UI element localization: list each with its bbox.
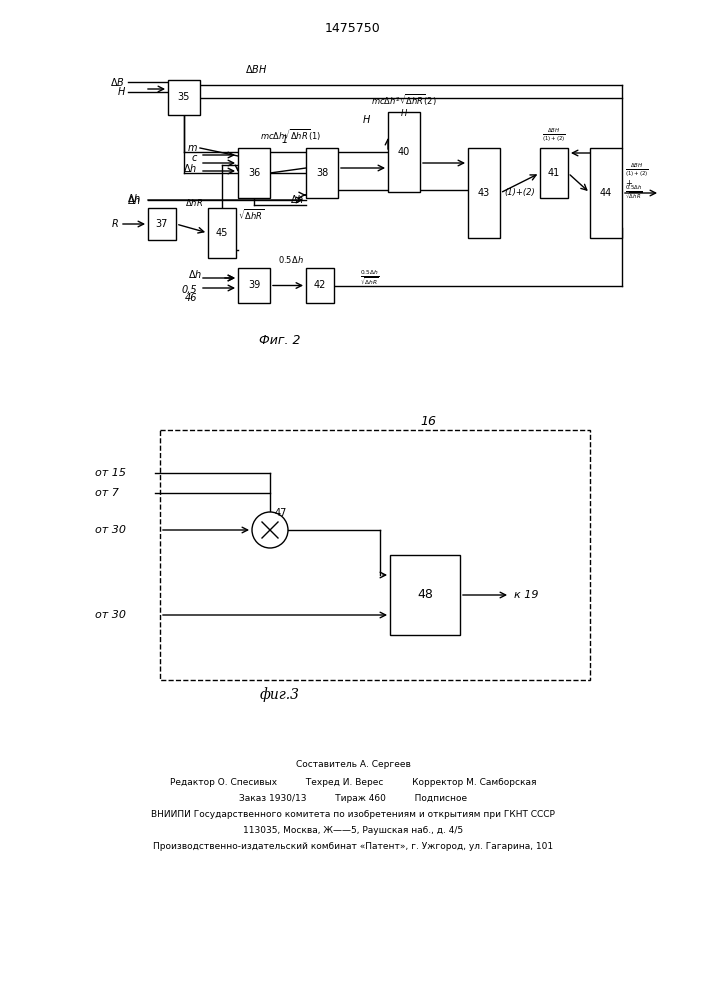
Text: 45: 45 <box>216 228 228 238</box>
Text: H: H <box>363 115 370 125</box>
Bar <box>160 430 590 680</box>
Text: фиг.3: фиг.3 <box>260 688 300 702</box>
Bar <box>388 112 420 192</box>
Text: (1)+(2): (1)+(2) <box>504 188 534 198</box>
Text: 1: 1 <box>282 135 288 145</box>
Text: $\Delta hR$: $\Delta hR$ <box>185 197 203 208</box>
Text: от 30: от 30 <box>95 610 126 620</box>
Text: Редактор О. Спесивых          Техред И. Верес          Корректор М. Самборская: Редактор О. Спесивых Техред И. Верес Кор… <box>170 778 536 787</box>
Text: от 30: от 30 <box>95 525 126 535</box>
Text: $\frac{0.5\Delta h}{\sqrt{\Delta hR}}$: $\frac{0.5\Delta h}{\sqrt{\Delta hR}}$ <box>361 268 380 287</box>
Text: 40: 40 <box>398 147 410 157</box>
Text: 113035, Москва, Ж——5, Раушская наб., д. 4/5: 113035, Москва, Ж——5, Раушская наб., д. … <box>243 826 463 835</box>
Text: Фиг. 2: Фиг. 2 <box>259 334 300 347</box>
Bar <box>540 148 568 198</box>
Text: от 15: от 15 <box>95 468 126 478</box>
Text: $mc\Delta h\sqrt{\Delta hR}(1)$: $mc\Delta h\sqrt{\Delta hR}(1)$ <box>260 127 321 143</box>
Text: Составитель А. Сергеев: Составитель А. Сергеев <box>296 760 411 769</box>
Text: c: c <box>192 153 197 163</box>
Text: $\sqrt{\Delta hR}$: $\sqrt{\Delta hR}$ <box>238 208 264 222</box>
Text: 48: 48 <box>417 588 433 601</box>
Text: 38: 38 <box>316 168 328 178</box>
Text: $\Delta h$: $\Delta h$ <box>183 162 197 174</box>
Bar <box>590 148 622 238</box>
Text: m: m <box>187 143 197 153</box>
Text: 42: 42 <box>314 280 326 290</box>
Bar <box>306 268 334 303</box>
Text: $\Delta h$: $\Delta h$ <box>188 268 202 280</box>
Bar <box>238 148 270 198</box>
Text: 37: 37 <box>156 219 168 229</box>
Text: R: R <box>111 219 118 229</box>
Text: к 19: к 19 <box>514 590 539 600</box>
Text: 1475750: 1475750 <box>325 22 381 35</box>
Text: $0.5\Delta h$: $0.5\Delta h$ <box>278 254 304 265</box>
Text: $\frac{\Delta BH}{(1)+(2)}$: $\frac{\Delta BH}{(1)+(2)}$ <box>542 127 566 144</box>
Text: H: H <box>117 87 125 97</box>
Text: $\Delta h$: $\Delta h$ <box>290 193 304 205</box>
Text: 43: 43 <box>478 188 490 198</box>
Text: 46: 46 <box>185 293 197 303</box>
Text: $\Delta BH$: $\Delta BH$ <box>245 63 267 75</box>
Bar <box>468 148 500 238</box>
Text: ВНИИПИ Государственного комитета по изобретениям и открытиям при ГКНТ СССР: ВНИИПИ Государственного комитета по изоб… <box>151 810 555 819</box>
Text: $H$: $H$ <box>400 107 408 118</box>
Bar <box>306 148 338 198</box>
Text: $\Delta h$: $\Delta h$ <box>127 192 141 204</box>
Text: 36: 36 <box>248 168 260 178</box>
Text: $\frac{\Delta BH}{(1)+(2)}$: $\frac{\Delta BH}{(1)+(2)}$ <box>625 161 649 179</box>
Bar <box>168 80 200 115</box>
Bar <box>390 555 460 635</box>
Bar <box>238 268 270 303</box>
Text: 47: 47 <box>275 508 287 518</box>
Text: от 7: от 7 <box>95 488 119 498</box>
Text: 0,5: 0,5 <box>182 285 197 295</box>
Text: 44: 44 <box>600 188 612 198</box>
Bar <box>208 208 236 258</box>
Circle shape <box>252 512 288 548</box>
Text: 41: 41 <box>548 168 560 178</box>
Text: 35: 35 <box>178 93 190 103</box>
Bar <box>148 208 176 240</box>
Text: $\Delta h$: $\Delta h$ <box>127 194 141 206</box>
Text: $\frac{0.5\Delta h}{\sqrt{\Delta hR}}$: $\frac{0.5\Delta h}{\sqrt{\Delta hR}}$ <box>625 183 643 201</box>
Text: Заказ 1930/13          Тираж 460          Подписное: Заказ 1930/13 Тираж 460 Подписное <box>239 794 467 803</box>
Text: 39: 39 <box>248 280 260 290</box>
Text: $mc\Delta h^2\sqrt{\Delta hR}(2)$: $mc\Delta h^2\sqrt{\Delta hR}(2)$ <box>371 93 437 108</box>
Text: $\Delta B$: $\Delta B$ <box>110 76 125 88</box>
Text: 16: 16 <box>420 415 436 428</box>
Text: Производственно-издательский комбинат «Патент», г. Ужгород, ул. Гагарина, 101: Производственно-издательский комбинат «П… <box>153 842 553 851</box>
Text: +: + <box>625 178 632 188</box>
